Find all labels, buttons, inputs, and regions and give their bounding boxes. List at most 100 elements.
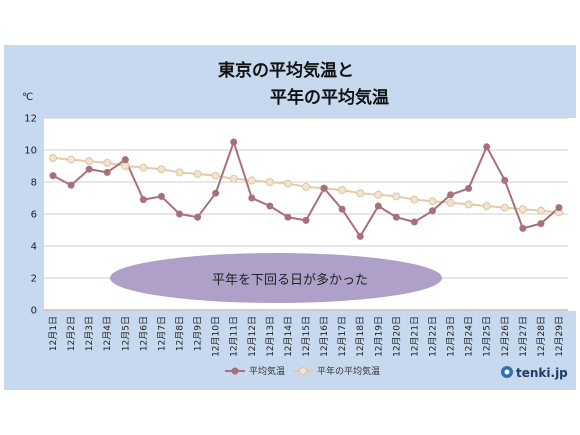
point-normal bbox=[410, 195, 419, 204]
point-average bbox=[338, 205, 346, 213]
point-normal bbox=[193, 170, 202, 178]
point-normal bbox=[247, 176, 256, 185]
x-tick-label: 12月19日 bbox=[373, 316, 384, 357]
point-average bbox=[103, 168, 111, 176]
x-tick-label: 12月15日 bbox=[301, 316, 312, 357]
point-average bbox=[212, 189, 220, 197]
point-average bbox=[356, 232, 364, 240]
point-average bbox=[302, 216, 310, 224]
point-average bbox=[176, 210, 184, 218]
point-average bbox=[374, 202, 382, 210]
annotation-text: 平年を下回る日が多かった bbox=[212, 272, 368, 288]
x-tick-label: 12月21日 bbox=[409, 316, 420, 357]
point-normal bbox=[211, 171, 220, 180]
point-average bbox=[194, 213, 202, 221]
legend-label-normal: 平年の平均気温 bbox=[317, 365, 380, 377]
point-normal bbox=[157, 165, 166, 174]
point-average bbox=[49, 172, 57, 180]
x-tick-label: 12月6日 bbox=[138, 316, 149, 351]
point-average bbox=[447, 191, 455, 199]
x-tick-label: 12月29日 bbox=[554, 316, 565, 357]
x-tick-label: 12月14日 bbox=[283, 316, 294, 357]
y-tick-label: 10 bbox=[24, 146, 37, 157]
x-tick-label: 12月23日 bbox=[446, 316, 457, 357]
y-axis-unit: ℃ bbox=[22, 92, 33, 103]
point-normal bbox=[49, 154, 58, 162]
y-tick-label: 12 bbox=[24, 114, 37, 125]
point-normal bbox=[446, 198, 455, 207]
x-tick-label: 12月20日 bbox=[391, 316, 402, 357]
x-tick-label: 12月18日 bbox=[355, 316, 366, 357]
point-average bbox=[248, 194, 256, 202]
point-average bbox=[266, 202, 274, 210]
point-average bbox=[121, 156, 129, 164]
point-normal bbox=[139, 163, 148, 172]
point-average bbox=[555, 204, 563, 212]
point-normal bbox=[428, 197, 437, 206]
point-average bbox=[465, 184, 473, 192]
y-tick-label: 6 bbox=[31, 210, 37, 221]
x-tick-label: 12月7日 bbox=[156, 316, 167, 351]
point-normal bbox=[482, 202, 491, 210]
x-tick-label: 12月16日 bbox=[319, 316, 330, 357]
x-tick-label: 12月8日 bbox=[175, 316, 186, 351]
legend-label-average: 平均気温 bbox=[249, 365, 285, 377]
point-average bbox=[320, 184, 328, 192]
x-tick-label: 12月17日 bbox=[337, 316, 348, 357]
x-tick-label: 12月9日 bbox=[193, 316, 204, 351]
point-normal bbox=[67, 155, 76, 164]
y-tick-label: 4 bbox=[31, 242, 37, 253]
x-tick-label: 12月28日 bbox=[536, 316, 547, 357]
point-average bbox=[483, 143, 491, 151]
point-normal bbox=[229, 174, 238, 183]
point-average bbox=[67, 181, 75, 189]
x-tick-label: 12月11日 bbox=[229, 316, 240, 357]
point-normal bbox=[500, 203, 509, 212]
point-normal bbox=[356, 189, 365, 198]
point-average bbox=[428, 207, 436, 215]
point-normal bbox=[338, 186, 347, 194]
point-normal bbox=[392, 192, 401, 201]
x-tick-label: 12月12日 bbox=[247, 316, 258, 357]
point-normal bbox=[85, 157, 94, 166]
chart-title-line-1: 東京の平均気温と bbox=[218, 60, 354, 81]
point-average bbox=[157, 192, 165, 200]
logo-text: tenki.jp bbox=[516, 366, 568, 380]
chart-title-line-2: 平年の平均気温 bbox=[270, 87, 389, 108]
point-average bbox=[230, 138, 238, 146]
x-tick-label: 12月5日 bbox=[120, 316, 131, 351]
point-normal bbox=[175, 168, 184, 177]
tenki-logo: tenki.jp bbox=[501, 366, 568, 380]
x-tick-label: 12月22日 bbox=[427, 316, 438, 357]
point-average bbox=[519, 224, 527, 232]
point-normal bbox=[374, 190, 383, 199]
x-tick-label: 12月4日 bbox=[102, 316, 113, 351]
y-tick-label: 8 bbox=[31, 178, 37, 189]
x-tick-label: 12月26日 bbox=[500, 316, 511, 357]
point-average bbox=[139, 196, 147, 204]
x-tick-label: 12月24日 bbox=[464, 316, 475, 357]
point-normal bbox=[121, 162, 130, 170]
point-average bbox=[537, 220, 545, 228]
x-tick-label: 12月10日 bbox=[211, 316, 222, 357]
x-tick-label: 12月27日 bbox=[518, 316, 529, 357]
x-tick-label: 12月13日 bbox=[265, 316, 276, 357]
point-normal bbox=[302, 182, 310, 191]
x-tick-label: 12月25日 bbox=[482, 316, 493, 357]
x-tick-label: 12月3日 bbox=[84, 316, 95, 351]
y-tick-label: 2 bbox=[31, 274, 37, 285]
annotation-ellipse bbox=[110, 253, 442, 303]
point-normal bbox=[283, 179, 292, 188]
point-average bbox=[85, 165, 93, 173]
point-average bbox=[392, 213, 400, 221]
point-normal bbox=[265, 178, 274, 186]
point-average bbox=[410, 218, 418, 226]
x-tick-label: 12月1日 bbox=[48, 316, 59, 351]
x-tick-label: 12月2日 bbox=[66, 316, 77, 351]
point-normal bbox=[518, 205, 527, 214]
point-average bbox=[284, 213, 292, 221]
legend: 平均気温 平年の平均気温 bbox=[225, 365, 380, 377]
point-normal bbox=[536, 206, 545, 215]
point-normal bbox=[103, 158, 112, 167]
